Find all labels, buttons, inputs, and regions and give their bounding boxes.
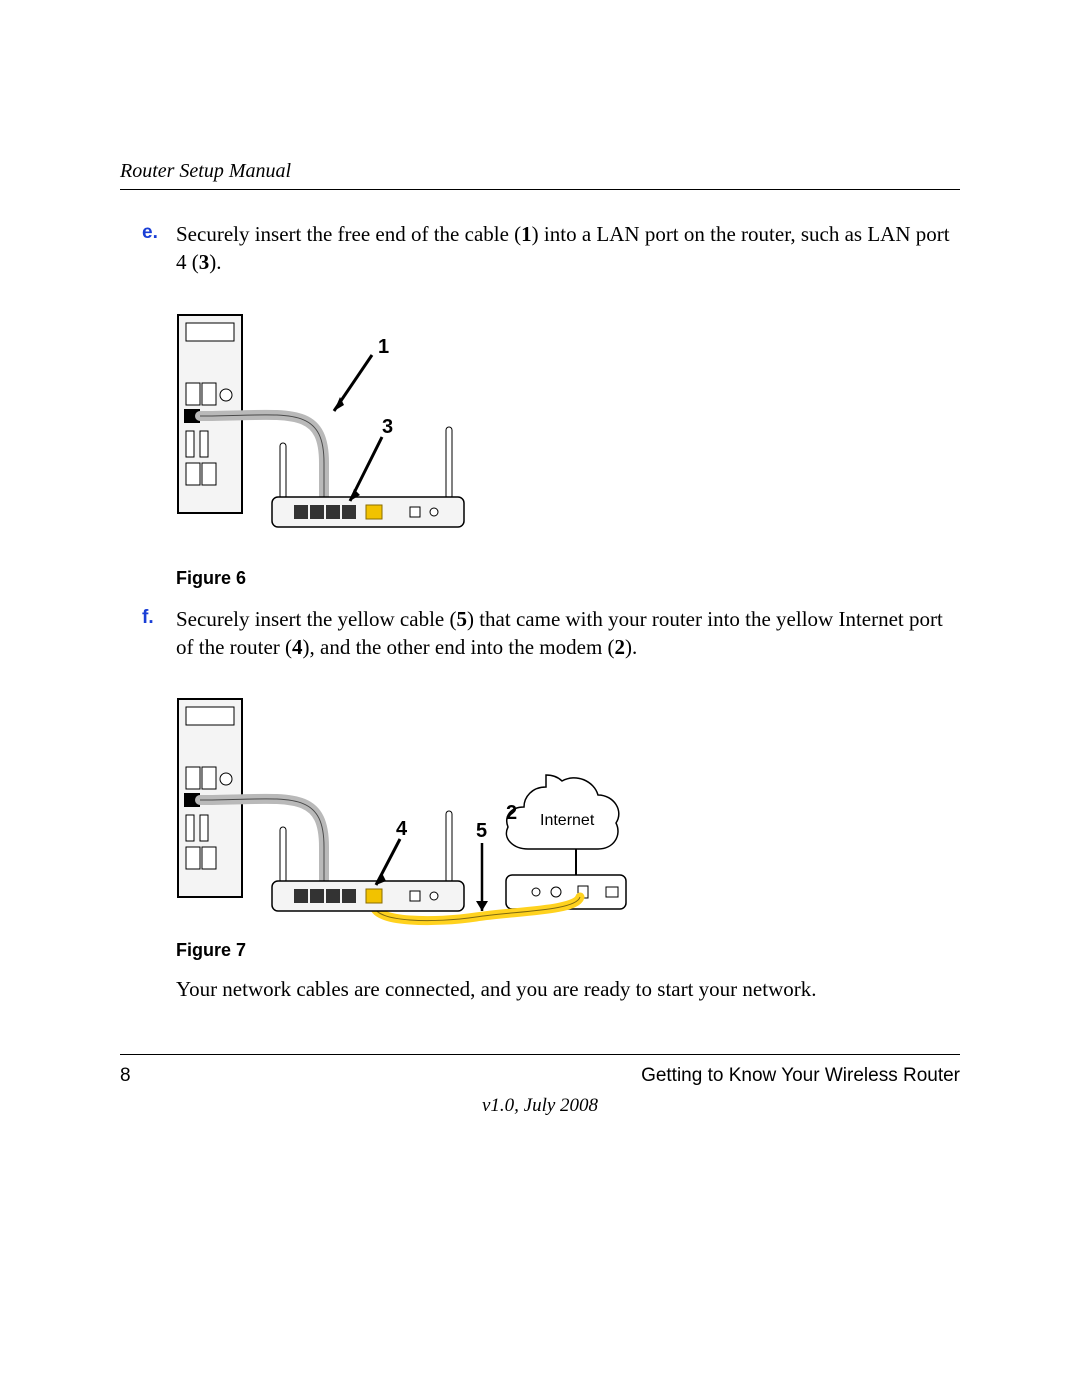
- callout-2-label: 2: [506, 802, 517, 824]
- step-f-b3: 2: [615, 635, 626, 659]
- step-f-pre: Securely insert the yellow cable (: [176, 607, 456, 631]
- callout-5-arrow: [476, 843, 488, 911]
- internet-cloud-icon: Internet: [506, 775, 618, 875]
- figure-6-svg: 1 3: [176, 313, 476, 545]
- callout-3-arrow: [350, 437, 382, 501]
- step-e-text: Securely insert the free end of the cabl…: [176, 220, 960, 277]
- closing-text: Your network cables are connected, and y…: [176, 975, 960, 1003]
- page-footer: 8 Getting to Know Your Wireless Router v…: [120, 1054, 960, 1117]
- callout-5-label: 5: [476, 820, 487, 842]
- step-e-b2: 3: [199, 250, 210, 274]
- step-f-post: ).: [625, 635, 637, 659]
- callout-4-label: 4: [396, 818, 408, 840]
- footer-version: v1.0, July 2008: [120, 1095, 960, 1117]
- footer-rule: [120, 1054, 960, 1055]
- step-e-post: ).: [209, 250, 221, 274]
- step-f: f. Securely insert the yellow cable (5) …: [120, 605, 960, 662]
- figure-6: 1 3: [176, 313, 960, 550]
- page: Router Setup Manual e. Securely insert t…: [0, 0, 1080, 1397]
- step-f-b1: 5: [456, 607, 467, 631]
- step-f-b2: 4: [292, 635, 303, 659]
- callout-1-arrow: [334, 355, 372, 411]
- header-rule: [120, 189, 960, 190]
- callout-4-arrow: [376, 839, 400, 885]
- figure-6-caption: Figure 6: [176, 568, 960, 589]
- header-title: Router Setup Manual: [120, 160, 960, 183]
- callout-1-label: 1: [378, 336, 389, 358]
- page-number: 8: [120, 1065, 131, 1087]
- figure-7: Internet: [176, 697, 960, 934]
- internet-label: Internet: [540, 812, 595, 829]
- step-f-mid2: ), and the other end into the modem (: [303, 635, 615, 659]
- callout-3-label: 3: [382, 416, 393, 438]
- figure-7-caption: Figure 7: [176, 940, 960, 961]
- step-e-marker: e.: [120, 220, 176, 246]
- footer-section: Getting to Know Your Wireless Router: [641, 1065, 960, 1087]
- step-e-b1: 1: [521, 222, 532, 246]
- step-e: e. Securely insert the free end of the c…: [120, 220, 960, 277]
- router-icon: [272, 427, 464, 527]
- router-icon: [272, 811, 464, 911]
- figure-7-svg: Internet: [176, 697, 636, 929]
- step-f-text: Securely insert the yellow cable (5) tha…: [176, 605, 960, 662]
- step-f-marker: f.: [120, 605, 176, 631]
- step-e-pre: Securely insert the free end of the cabl…: [176, 222, 521, 246]
